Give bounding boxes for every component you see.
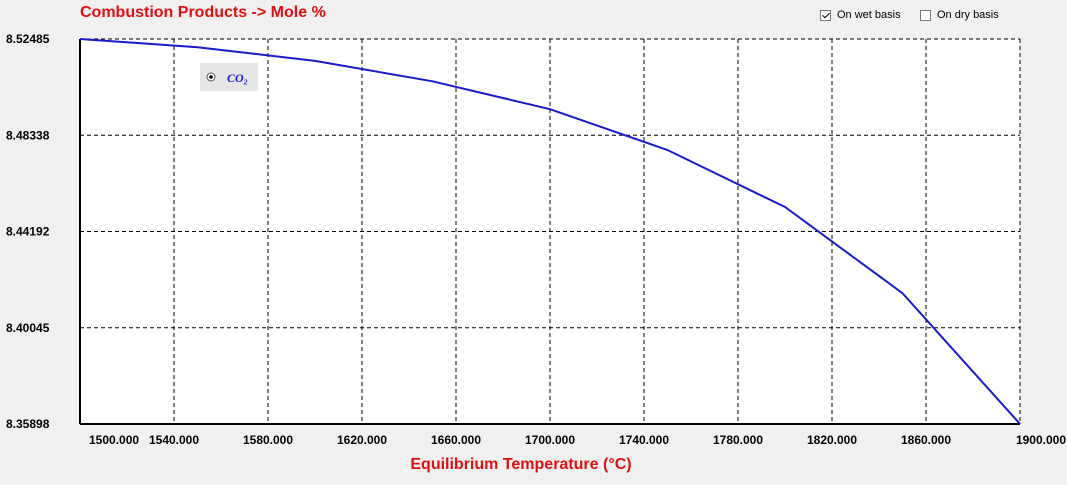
dry-basis-label: On dry basis [937, 9, 999, 21]
x-tick-label: 1780.000 [713, 433, 763, 447]
y-tick-label: 8.48338 [6, 128, 50, 142]
wet-basis-checkbox-box[interactable] [820, 9, 831, 21]
x-tick-label: 1580.000 [243, 433, 293, 447]
y-tick-label: 8.52485 [6, 32, 50, 46]
legend-radio-dot [209, 75, 213, 79]
legend-label: CO₂ [227, 71, 248, 85]
x-tick-label: 1820.000 [807, 433, 857, 447]
y-tick-label: 8.35898 [6, 417, 50, 431]
series-line-co2 [79, 38, 1021, 425]
wet-basis-label: On wet basis [837, 9, 901, 21]
dry-basis-checkbox[interactable]: On dry basis [920, 9, 999, 21]
wet-basis-checkbox[interactable]: On wet basis [820, 9, 901, 21]
chart-title: Combustion Products -> Mole % [80, 4, 326, 21]
x-tick-label: 1860.000 [901, 433, 951, 447]
y-tick-label: 8.40045 [6, 321, 50, 335]
dry-basis-checkbox-box[interactable] [920, 9, 931, 21]
x-tick-label: 1500.000 [89, 433, 139, 447]
x-axis-label: Equilibrium Temperature (°C) [410, 456, 631, 473]
x-tick-label: 1620.000 [337, 433, 387, 447]
x-tick-label: 1900.000 [1016, 433, 1066, 447]
x-tick-label: 1540.000 [149, 433, 199, 447]
y-tick-label: 8.44192 [6, 225, 50, 239]
x-tick-label: 1700.000 [525, 433, 575, 447]
x-tick-label: 1660.000 [431, 433, 481, 447]
x-tick-label: 1740.000 [619, 433, 669, 447]
